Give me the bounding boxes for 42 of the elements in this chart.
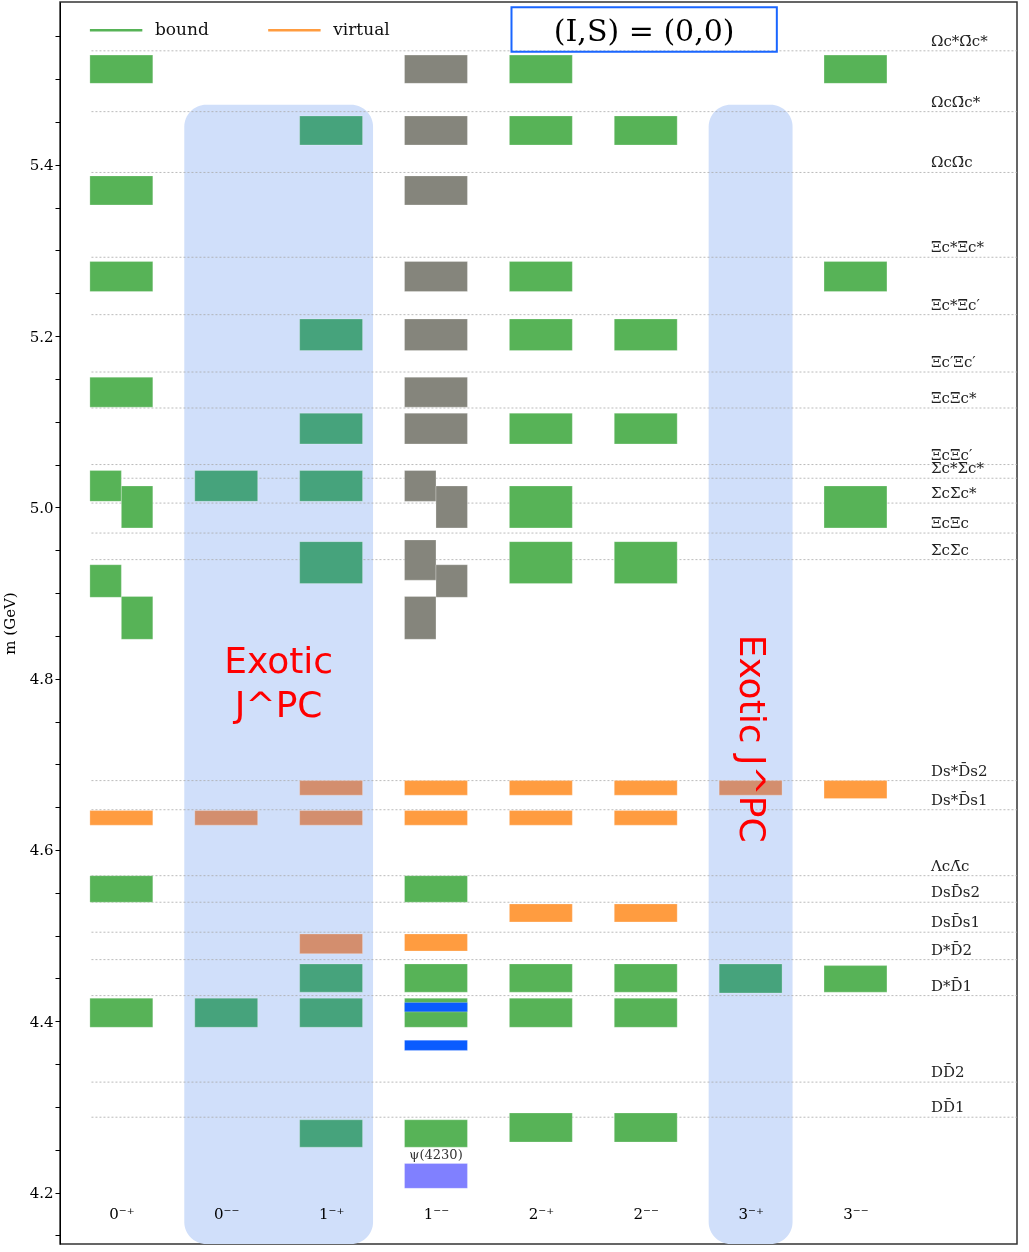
ref-line-label: DD̄1 <box>931 1098 965 1117</box>
ref-line-label: ΩcΩ̄c* <box>931 92 981 111</box>
chart-title: (I,S) = (0,0) <box>553 13 735 49</box>
legend-label: virtual <box>332 19 390 40</box>
y-tick-label: 5.0 <box>29 498 54 517</box>
ref-line-label: Ξc*Ξ̄c* <box>931 238 985 257</box>
ref-line-label: ΞcΞ̄c <box>931 514 969 533</box>
ref-line-label: Ds*D̄s2 <box>931 761 988 780</box>
x-tick-label: 3⁻⁺ <box>738 1204 764 1223</box>
ref-line-label: Ξc′Ξ̄c′ <box>931 353 977 372</box>
ref-line-label: Ξc*Ξ̄c′ <box>931 295 981 314</box>
y-tick-label: 4.2 <box>29 1184 54 1203</box>
x-tick-label: 1⁻⁺ <box>318 1204 345 1223</box>
x-tick-label: 0⁻⁺ <box>109 1204 135 1223</box>
ref-line-label: D*D̄2 <box>931 940 973 959</box>
y-tick-label: 5.4 <box>29 156 54 175</box>
ref-line-label: Ds*D̄s1 <box>931 790 988 809</box>
y-tick-label: 4.6 <box>29 841 54 860</box>
ref-line-label: ΩcΩ̄c <box>931 153 973 172</box>
x-tick-label: 2⁻⁻ <box>633 1204 659 1223</box>
ref-line-label: DsD̄s2 <box>931 883 980 902</box>
x-tick-label: 3⁻⁻ <box>843 1204 869 1223</box>
x-tick-label: 0⁻⁻ <box>214 1204 240 1223</box>
ref-line-label: ΛcΛ̄c <box>930 856 970 875</box>
ref-line-label: Σc*Σ̄c* <box>931 459 985 478</box>
annotation: ψ(4230) <box>409 1146 463 1162</box>
ref-line-label: ΣcΣ̄c* <box>931 484 978 503</box>
y-tick-label: 5.2 <box>29 327 54 346</box>
x-tick-label: 1⁻⁻ <box>423 1204 450 1223</box>
legend-label: bound <box>154 19 209 40</box>
band-label: Exotic J^PC <box>224 639 334 725</box>
band-label: Exotic J^PC <box>731 634 773 843</box>
y-tick-label: 4.8 <box>29 670 54 689</box>
x-tick-label: 2⁻⁺ <box>528 1204 555 1223</box>
ref-line-label: ΣcΣ̄c <box>931 540 970 559</box>
y-tick-label: 4.4 <box>29 1012 54 1031</box>
ref-line-label: Ωc*Ω̄c* <box>931 31 989 50</box>
ref-line-label: DsD̄s1 <box>931 913 980 932</box>
ref-line-label: DD̄2 <box>931 1063 965 1082</box>
ref-line-label: ΞcΞ̄c* <box>931 389 977 408</box>
y-axis-title: m (GeV) <box>0 592 19 655</box>
ref-line-label: D*D̄1 <box>931 976 973 995</box>
